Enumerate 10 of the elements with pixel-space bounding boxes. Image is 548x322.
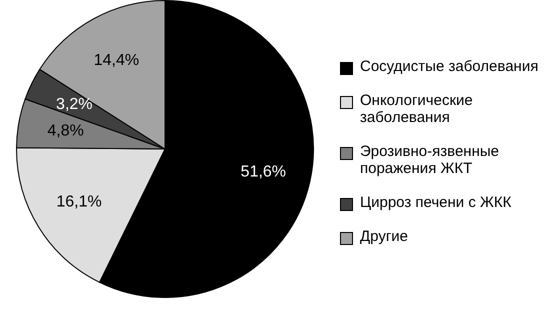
legend-label: Онкологические заболевания xyxy=(360,92,474,126)
data-label: 4,8% xyxy=(47,122,84,140)
data-label: 16,1% xyxy=(56,193,102,210)
legend-label: Другие xyxy=(360,228,408,245)
data-label: 51,6% xyxy=(240,163,286,180)
legend-label: Эрозивно-язвенные поражения ЖКТ xyxy=(360,143,500,177)
data-label: 14,4% xyxy=(94,52,140,69)
legend-label: Цирроз печени с ЖКК xyxy=(360,194,512,211)
legend-label: Сосудистые заболевания xyxy=(360,58,538,75)
data-label: 3,2% xyxy=(56,96,93,114)
